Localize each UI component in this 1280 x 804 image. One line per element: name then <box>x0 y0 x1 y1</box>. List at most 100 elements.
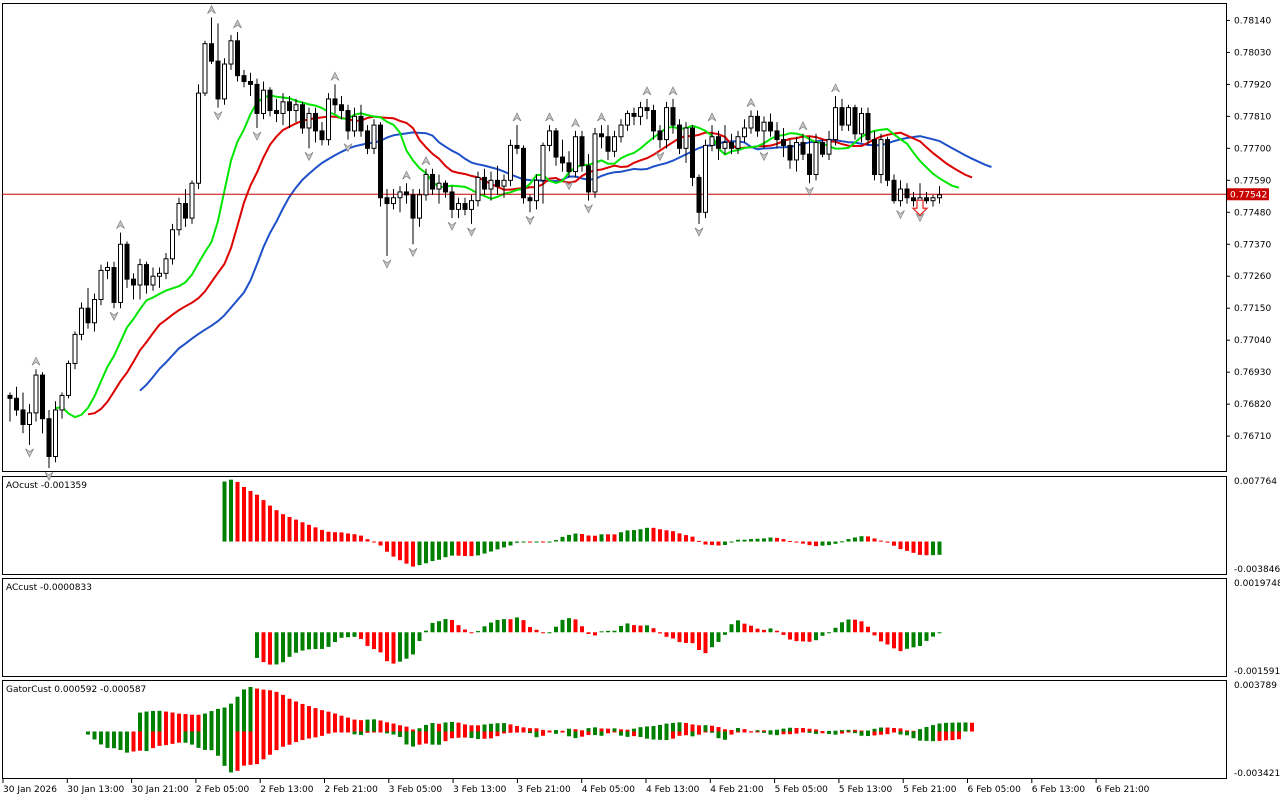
candle[interactable] <box>72 331 78 370</box>
candle[interactable] <box>241 69 247 88</box>
candle[interactable] <box>235 32 240 82</box>
candle[interactable] <box>742 119 747 143</box>
candle[interactable] <box>267 87 273 117</box>
candle[interactable] <box>781 127 786 158</box>
candle[interactable] <box>215 23 221 108</box>
candle[interactable] <box>703 139 708 219</box>
candle[interactable] <box>651 104 656 140</box>
candle[interactable] <box>306 107 312 149</box>
candle[interactable] <box>774 122 780 149</box>
candle[interactable] <box>79 302 84 341</box>
candle[interactable] <box>202 40 208 97</box>
candle[interactable] <box>761 116 767 149</box>
candle[interactable] <box>404 183 409 204</box>
candle[interactable] <box>722 125 728 155</box>
candle[interactable] <box>332 84 338 114</box>
candle[interactable] <box>280 93 286 126</box>
candle[interactable] <box>898 180 903 207</box>
candle[interactable] <box>137 258 143 300</box>
candle[interactable] <box>397 186 403 213</box>
candle[interactable] <box>800 133 806 160</box>
candle[interactable] <box>7 392 13 422</box>
candle[interactable] <box>365 125 370 155</box>
candle[interactable] <box>300 101 305 134</box>
candle[interactable] <box>768 113 773 137</box>
candle[interactable] <box>352 107 357 137</box>
candle[interactable] <box>826 130 832 160</box>
candle[interactable] <box>865 107 871 146</box>
candle[interactable] <box>111 261 117 309</box>
candle[interactable] <box>423 168 429 201</box>
candle[interactable] <box>508 139 513 187</box>
candle[interactable] <box>592 127 598 198</box>
candle[interactable] <box>248 72 253 97</box>
candle[interactable] <box>183 189 188 227</box>
candle[interactable] <box>677 119 682 155</box>
candle[interactable] <box>930 194 936 207</box>
candle[interactable] <box>696 174 702 224</box>
candle[interactable] <box>495 165 500 195</box>
candle[interactable] <box>904 183 910 204</box>
candle[interactable] <box>176 197 182 236</box>
candle[interactable] <box>59 392 65 419</box>
candle[interactable] <box>287 96 292 128</box>
candle[interactable] <box>729 133 734 155</box>
candle[interactable] <box>254 78 260 128</box>
candle[interactable] <box>98 264 104 306</box>
candle[interactable] <box>391 189 396 210</box>
candle[interactable] <box>690 125 695 187</box>
candle[interactable] <box>755 110 760 137</box>
candle[interactable] <box>547 125 552 152</box>
candle[interactable] <box>488 171 494 201</box>
candle[interactable] <box>261 81 266 120</box>
candle[interactable] <box>443 180 448 198</box>
candle[interactable] <box>469 194 474 224</box>
candle[interactable] <box>274 98 279 123</box>
candle[interactable] <box>92 293 97 332</box>
candle[interactable] <box>53 401 58 463</box>
candle[interactable] <box>560 139 565 172</box>
candle[interactable] <box>410 189 416 245</box>
candle[interactable] <box>501 174 507 198</box>
candle[interactable] <box>878 133 884 184</box>
candle[interactable] <box>638 101 643 126</box>
candle[interactable] <box>196 84 201 190</box>
candle[interactable] <box>118 232 123 309</box>
candle[interactable] <box>33 369 39 422</box>
candle[interactable] <box>358 104 364 137</box>
candle[interactable] <box>293 98 299 123</box>
candle[interactable] <box>625 110 630 131</box>
candle[interactable] <box>839 98 845 131</box>
candle[interactable] <box>579 130 585 172</box>
candle[interactable] <box>20 392 26 434</box>
candle[interactable] <box>209 17 214 65</box>
candle[interactable] <box>553 127 559 166</box>
candle[interactable] <box>709 125 715 152</box>
candle[interactable] <box>456 197 461 219</box>
candle[interactable] <box>326 93 331 146</box>
candle[interactable] <box>644 98 650 120</box>
candle[interactable] <box>657 125 663 149</box>
candle[interactable] <box>670 98 676 134</box>
candle[interactable] <box>313 107 318 143</box>
candle[interactable] <box>319 122 325 146</box>
candle[interactable] <box>384 189 390 256</box>
candle[interactable] <box>820 139 825 158</box>
candle[interactable] <box>228 34 234 70</box>
candle[interactable] <box>131 273 136 300</box>
candle[interactable] <box>124 241 130 288</box>
candle[interactable] <box>937 186 942 204</box>
candle[interactable] <box>339 96 344 120</box>
candle[interactable] <box>14 386 19 416</box>
candle[interactable] <box>46 409 52 469</box>
candle[interactable] <box>345 104 351 140</box>
candle[interactable] <box>449 186 455 219</box>
candle[interactable] <box>157 267 162 288</box>
candle[interactable] <box>534 174 539 210</box>
candle[interactable] <box>787 139 793 169</box>
candle[interactable] <box>170 223 175 265</box>
candle[interactable] <box>482 168 487 195</box>
candle[interactable] <box>807 136 812 184</box>
candle[interactable] <box>911 191 916 207</box>
